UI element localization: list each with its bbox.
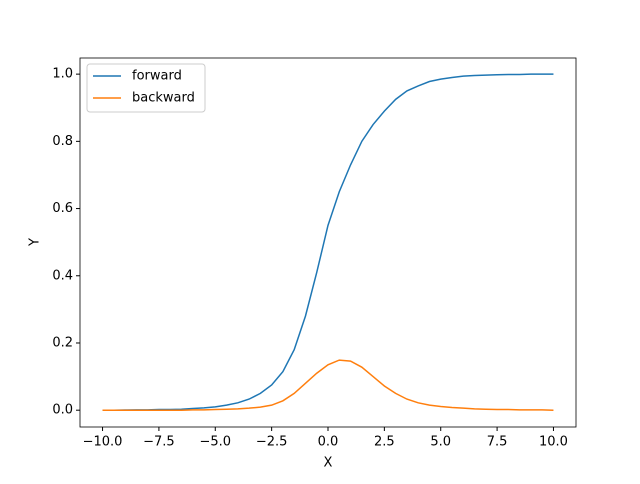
line-series xyxy=(102,73,554,411)
x-tick-label: −10.0 xyxy=(83,435,123,450)
y-tick-label: 0.8 xyxy=(52,134,73,149)
x-tick-label: −7.5 xyxy=(143,435,175,450)
plot-frame xyxy=(79,57,577,428)
x-tick-label: −2.5 xyxy=(256,435,288,450)
x-tick-label: 0.0 xyxy=(318,435,339,450)
x-tick-label: 10.0 xyxy=(539,435,568,450)
x-axis-label: X xyxy=(324,456,333,471)
x-tick-label: −5.0 xyxy=(199,435,231,450)
legend-label: forward xyxy=(132,69,182,84)
x-tick-label: 7.5 xyxy=(487,435,508,450)
x-tick-label: 2.5 xyxy=(374,435,395,450)
y-tick-label: 0.0 xyxy=(52,403,73,418)
y-tick-label: 0.4 xyxy=(52,268,73,283)
legend-label: backward xyxy=(132,91,195,106)
y-tick-label: 0.6 xyxy=(52,201,73,216)
y-tick-label: 0.2 xyxy=(52,335,73,350)
line-series xyxy=(102,359,554,411)
x-tick-label: 5.0 xyxy=(430,435,451,450)
y-tick-label: 1.0 xyxy=(52,67,73,82)
y-axis-label: Y xyxy=(28,238,43,247)
